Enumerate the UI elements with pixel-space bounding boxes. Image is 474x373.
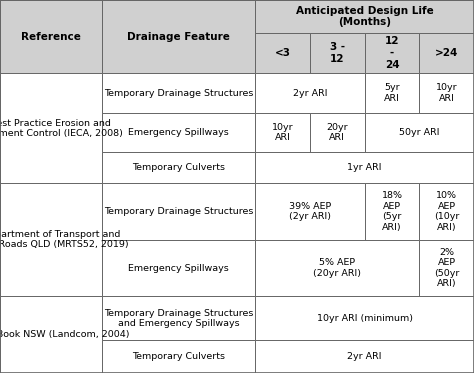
Text: Reference: Reference <box>21 32 81 42</box>
Text: Emergency Spillways: Emergency Spillways <box>128 263 229 273</box>
Text: Temporary Drainage Structures: Temporary Drainage Structures <box>104 88 253 97</box>
Bar <box>365 183 419 240</box>
Text: Department of Transport and
Main Roads QLD (MRTS52, 2019): Department of Transport and Main Roads Q… <box>0 230 128 250</box>
Bar <box>310 113 365 152</box>
Bar <box>419 73 474 113</box>
Bar <box>255 0 474 32</box>
Text: 10yr
ARI: 10yr ARI <box>272 123 293 142</box>
Text: 18%
AEP
(5yr
ARI): 18% AEP (5yr ARI) <box>382 191 402 232</box>
Text: Drainage Feature: Drainage Feature <box>127 32 230 42</box>
Text: 12
-
24: 12 - 24 <box>384 37 399 70</box>
Text: >24: >24 <box>435 48 458 58</box>
Text: <3: <3 <box>274 48 291 58</box>
Bar <box>101 152 255 183</box>
Text: Temporary Culverts: Temporary Culverts <box>132 352 225 361</box>
Text: 10yr ARI (minimum): 10yr ARI (minimum) <box>317 314 412 323</box>
Text: 1yr ARI: 1yr ARI <box>347 163 382 172</box>
Text: 2yr ARI: 2yr ARI <box>292 88 327 97</box>
Text: 5yr
ARI: 5yr ARI <box>384 83 400 103</box>
Bar <box>101 113 255 152</box>
Text: Best Practice Erosion and
Sediment Control (IECA, 2008): Best Practice Erosion and Sediment Contr… <box>0 119 123 138</box>
Bar <box>419 32 474 73</box>
Bar <box>0 0 101 73</box>
Bar <box>255 296 474 341</box>
Bar <box>255 73 365 113</box>
Text: 2yr ARI: 2yr ARI <box>347 352 382 361</box>
Bar <box>101 73 255 113</box>
Text: 5% AEP
(20yr ARI): 5% AEP (20yr ARI) <box>313 258 361 278</box>
Text: Anticipated Design Life
(Months): Anticipated Design Life (Months) <box>296 6 434 27</box>
Bar <box>101 240 255 296</box>
Bar <box>101 0 255 73</box>
Text: 10yr
ARI: 10yr ARI <box>436 83 457 103</box>
Text: 50yr ARI: 50yr ARI <box>399 128 439 137</box>
Bar <box>101 183 255 240</box>
Text: 3 -
12: 3 - 12 <box>330 42 345 64</box>
Text: 2%
AEP
(50yr
ARI): 2% AEP (50yr ARI) <box>434 248 459 288</box>
Bar <box>101 296 255 341</box>
Bar <box>419 183 474 240</box>
Bar <box>255 32 310 73</box>
Text: Temporary Drainage Structures
and Emergency Spillways: Temporary Drainage Structures and Emerge… <box>104 308 253 328</box>
Bar <box>255 113 310 152</box>
Bar <box>310 32 365 73</box>
Bar <box>365 73 419 113</box>
Bar <box>255 183 365 240</box>
Text: 39% AEP
(2yr ARI): 39% AEP (2yr ARI) <box>289 202 331 221</box>
Text: 20yr
ARI: 20yr ARI <box>327 123 348 142</box>
Bar <box>365 32 419 73</box>
Bar <box>255 240 419 296</box>
Text: Temporary Drainage Structures: Temporary Drainage Structures <box>104 207 253 216</box>
Text: Temporary Culverts: Temporary Culverts <box>132 163 225 172</box>
Bar <box>255 152 474 183</box>
Bar <box>419 240 474 296</box>
Bar <box>0 73 101 183</box>
Text: Blue Book NSW (Landcom, 2004): Blue Book NSW (Landcom, 2004) <box>0 330 129 339</box>
Bar <box>365 113 474 152</box>
Bar <box>255 341 474 373</box>
Bar <box>101 341 255 373</box>
Text: 10%
AEP
(10yr
ARI): 10% AEP (10yr ARI) <box>434 191 459 232</box>
Text: Emergency Spillways: Emergency Spillways <box>128 128 229 137</box>
Bar <box>0 296 101 373</box>
Bar <box>0 183 101 296</box>
